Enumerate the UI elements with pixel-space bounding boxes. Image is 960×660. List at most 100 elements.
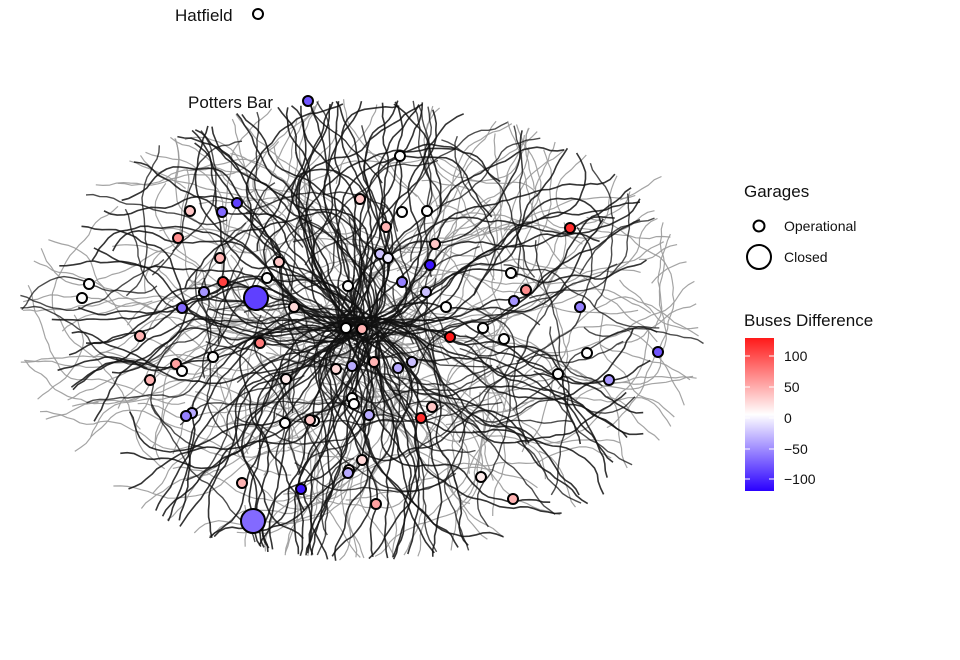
bus-route-line xyxy=(405,349,541,459)
bus-route-line xyxy=(470,128,529,182)
operational-garage-point xyxy=(363,409,375,421)
bus-route-line xyxy=(194,268,291,401)
operational-garage-point xyxy=(134,330,146,342)
operational-garage-point xyxy=(176,302,188,314)
bus-route-line xyxy=(357,259,647,332)
bus-route-line xyxy=(78,285,380,319)
bus-route-line xyxy=(295,103,423,327)
operational-garage-point xyxy=(214,252,226,264)
bus-route-line xyxy=(134,379,331,470)
bus-route-line xyxy=(194,142,381,343)
bus-route-line xyxy=(418,105,432,278)
bus-route-line xyxy=(371,331,627,444)
operational-garage-point xyxy=(477,322,489,334)
bus-route-line xyxy=(210,228,339,308)
operational-garage-point xyxy=(184,205,196,217)
bus-route-line xyxy=(151,404,256,543)
bus-route-line xyxy=(529,193,631,299)
bus-route-line xyxy=(440,137,541,207)
bus-route-line xyxy=(292,159,439,243)
bus-route-line xyxy=(205,340,301,474)
bus-route-line xyxy=(343,342,530,462)
bus-route-line xyxy=(389,121,508,223)
bus-route-line xyxy=(619,175,662,201)
operational-garage-point xyxy=(288,301,300,313)
bus-route-line xyxy=(113,440,335,499)
operational-garage-point xyxy=(354,193,366,205)
bus-route-line xyxy=(443,388,470,551)
bus-route-line xyxy=(374,101,404,319)
bus-route-line xyxy=(20,305,148,369)
operational-garage-point xyxy=(392,362,404,374)
difference-colorbar xyxy=(745,338,774,491)
operational-garage-point xyxy=(552,368,564,380)
bus-route-line xyxy=(567,365,694,390)
bus-route-line xyxy=(405,400,572,427)
bus-route-line xyxy=(198,156,463,205)
legend-operational-label: Operational xyxy=(784,218,856,234)
bus-route-line xyxy=(472,430,556,515)
operational-garage-point xyxy=(356,323,368,335)
operational-garage-point xyxy=(394,150,406,162)
operational-garage-point xyxy=(302,95,314,107)
bus-route-line xyxy=(513,125,523,278)
bus-route-line xyxy=(316,457,355,556)
operational-garage-point xyxy=(603,374,615,386)
operational-garage-point xyxy=(346,360,358,372)
difference-legend: Buses Difference 100 50 0 −50 −100 xyxy=(744,311,873,491)
operational-garage-point xyxy=(207,351,219,363)
operational-garage-point xyxy=(342,467,354,479)
operational-garage-point xyxy=(564,222,576,234)
operational-garage-point xyxy=(180,410,192,422)
bus-route-line xyxy=(459,340,624,364)
legend-closed-label: Closed xyxy=(784,249,828,265)
bus-route-line xyxy=(344,316,580,496)
bus-route-line xyxy=(392,353,559,393)
operational-garage-point xyxy=(415,412,427,424)
bus-route-line xyxy=(48,239,232,402)
operational-garage-point xyxy=(420,286,432,298)
bus-route-line xyxy=(115,267,244,366)
operational-garage-point xyxy=(475,471,487,483)
bus-route-line xyxy=(285,107,362,326)
operational-garage-point xyxy=(295,483,307,495)
bus-route-line xyxy=(651,261,687,284)
bus-route-line xyxy=(243,304,397,359)
operational-garage-point xyxy=(273,256,285,268)
bus-route-line xyxy=(371,318,608,478)
bus-route-line xyxy=(203,277,235,442)
bus-route-line xyxy=(365,104,420,343)
operational-garage-point xyxy=(172,232,184,244)
bus-route-line xyxy=(90,402,330,458)
bus-route-line xyxy=(617,303,697,346)
operational-garage-point xyxy=(440,301,452,313)
bus-route-line xyxy=(516,441,582,504)
operational-garage-point xyxy=(198,286,210,298)
operational-garage-point xyxy=(520,284,532,296)
bus-route-line xyxy=(179,400,347,426)
operational-garage-point xyxy=(382,252,394,264)
operational-garage-point xyxy=(280,373,292,385)
colorbar-tick-label: 0 xyxy=(784,410,792,426)
bus-route-line xyxy=(372,152,587,344)
bus-route-line xyxy=(252,314,285,478)
bus-route-line xyxy=(359,113,465,319)
bus-route-line xyxy=(128,333,368,490)
bus-route-line xyxy=(347,337,614,463)
bus-route-line xyxy=(294,462,457,493)
bus-route-line xyxy=(33,260,260,321)
bus-route-line xyxy=(256,168,391,332)
bus-route-line xyxy=(369,335,562,515)
bus-route-line xyxy=(27,285,186,405)
operational-garage-point xyxy=(406,356,418,368)
bus-route-line xyxy=(638,244,678,260)
bus-route-line xyxy=(534,240,603,387)
bus-route-line xyxy=(25,281,218,405)
bus-route-line xyxy=(302,354,538,489)
operational-garage-point xyxy=(330,363,342,375)
operational-garage-point xyxy=(261,272,273,284)
bus-route-line xyxy=(410,100,433,262)
bus-route-line xyxy=(129,160,186,189)
bus-route-line xyxy=(654,233,671,329)
operational-garage-point xyxy=(396,206,408,218)
